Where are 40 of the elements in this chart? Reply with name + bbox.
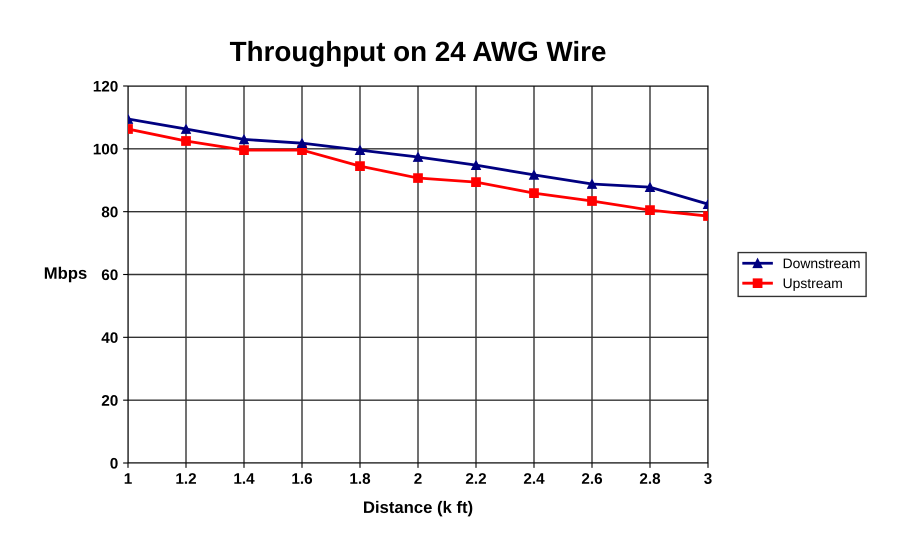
point xyxy=(413,173,423,183)
point xyxy=(471,160,481,170)
y-tick-label: 20 xyxy=(102,395,118,406)
point xyxy=(529,170,539,180)
point xyxy=(529,188,539,198)
y-axis-title: Mbps xyxy=(44,266,87,282)
point xyxy=(355,145,365,155)
x-tick-label: 2 xyxy=(414,473,422,484)
point xyxy=(413,152,423,162)
x-tick-label: 2.6 xyxy=(582,473,602,484)
point xyxy=(645,205,655,215)
point xyxy=(355,161,365,171)
point xyxy=(239,145,249,155)
x-tick-label: 2.2 xyxy=(466,473,486,484)
y-tick-label: 0 xyxy=(110,458,118,469)
point xyxy=(587,179,597,189)
point xyxy=(645,182,655,192)
point xyxy=(471,177,481,187)
y-tick-label: 60 xyxy=(102,269,118,280)
point xyxy=(297,138,307,148)
x-tick-label: 3 xyxy=(704,473,712,484)
x-tick-label: 1 xyxy=(124,473,132,484)
x-tick-label: 2.4 xyxy=(524,473,545,484)
y-tick-label: 40 xyxy=(102,332,118,344)
y-tick-label: 80 xyxy=(102,206,118,218)
y-tick-label: 120 xyxy=(94,80,118,92)
point xyxy=(181,136,191,146)
x-tick-label: 1.2 xyxy=(176,473,196,484)
legend-label: Upstream xyxy=(784,278,842,291)
legend-label: Downstream xyxy=(784,258,860,268)
y-tick-label: 100 xyxy=(94,144,118,155)
point xyxy=(587,196,597,206)
x-tick-label: 2.8 xyxy=(640,473,660,484)
x-tick-label: 1.8 xyxy=(350,473,370,484)
point xyxy=(181,124,191,134)
chart-title: Throughput on 24 AWG Wire xyxy=(230,40,606,67)
x-tick-label: 1.6 xyxy=(292,473,312,484)
x-axis-title: Distance (k ft) xyxy=(364,500,472,516)
point xyxy=(239,134,249,144)
x-tick-label: 1.4 xyxy=(234,473,255,484)
